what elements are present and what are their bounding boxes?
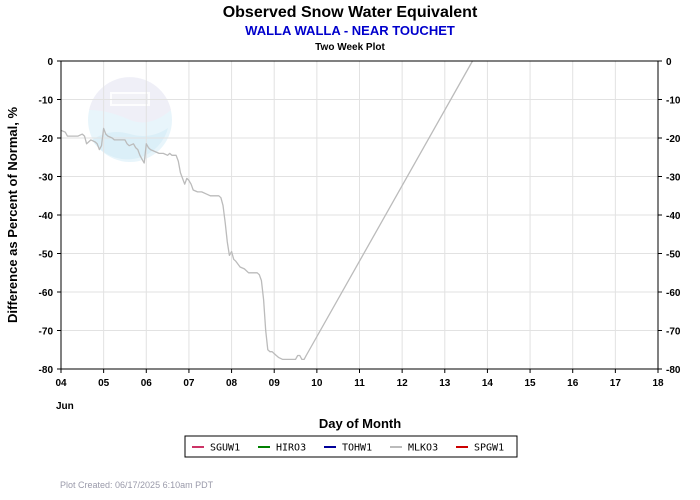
x-tick-label: 14 [482,378,494,389]
x-tick-label: 04 [55,378,67,389]
y-tick-label-right: -50 [666,250,681,261]
x-tick-label: 08 [226,378,238,389]
x-axis-label: Day of Month [319,416,401,431]
y-tick-label-left: -80 [39,365,54,376]
y-tick-label-left: -20 [39,134,54,145]
x-ticks: 04 05 06 07 08 09 10 11 12 13 14 15 16 17 18 [55,369,664,389]
legend-label-mlko3: MLKO3 [408,443,438,454]
legend-label-tohw1: TOHW1 [342,443,372,454]
x-tick-label: 16 [567,378,579,389]
y-tick-label-right: -30 [666,173,681,184]
chart-subsubtitle: Two Week Plot [315,42,385,53]
plot-created-footer: Plot Created: 06/17/2025 6:10am PDT [60,480,214,490]
legend: SGUW1 HIRO3 TOHW1 MLKO3 SPGW1 [184,435,518,458]
x-tick-label: 10 [311,378,323,389]
y-tick-label-left: -40 [39,211,54,222]
x-tick-label: 07 [183,378,195,389]
series-layer [60,60,474,361]
y-tick-label-right: -20 [666,134,681,145]
x-tick-label: 18 [652,378,664,389]
y-tick-label-left: -50 [39,250,54,261]
legend-label-spgw1: SPGW1 [474,443,504,454]
chart-subtitle: WALLA WALLA - NEAR TOUCHET [245,23,455,38]
month-label: Jun [56,401,74,412]
y-ticks-left: 0 -10 -20 -30 -40 -50 -60 -70 -80 [39,57,61,376]
y-tick-label-right: -40 [666,211,681,222]
legend-label-hiro3: HIRO3 [276,443,306,454]
x-tick-label: 06 [141,378,153,389]
y-tick-label-left: -30 [39,173,54,184]
legend-label-sguw1: SGUW1 [210,443,240,454]
y-tick-label-left: 0 [47,57,53,68]
x-tick-label: 17 [610,378,622,389]
y-tick-label-right: -70 [666,327,681,338]
y-ticks-right: 0 -10 -20 -30 -40 -50 -60 -70 -80 [658,57,681,376]
series-line-mlko3 [60,60,474,361]
x-tick-label: 09 [269,378,281,389]
y-tick-label-right: -80 [666,365,681,376]
y-tick-label-left: -70 [39,327,54,338]
x-tick-label: 13 [439,378,451,389]
y-tick-label-right: -10 [666,96,681,107]
y-tick-label-left: -10 [39,96,54,107]
x-tick-label: 12 [397,378,409,389]
legend-box [184,435,518,458]
y-tick-label-right: -60 [666,288,681,299]
y-axis-label: Difference as Percent of Normal, % [5,107,20,323]
y-tick-label-left: -60 [39,288,54,299]
chart-title: Observed Snow Water Equivalent [223,4,478,21]
grid [61,61,658,369]
x-tick-label: 15 [525,378,537,389]
x-tick-label: 11 [354,378,365,389]
x-tick-label: 05 [98,378,110,389]
noaa-logo-watermark [88,77,172,162]
y-tick-label-right: 0 [666,57,672,68]
